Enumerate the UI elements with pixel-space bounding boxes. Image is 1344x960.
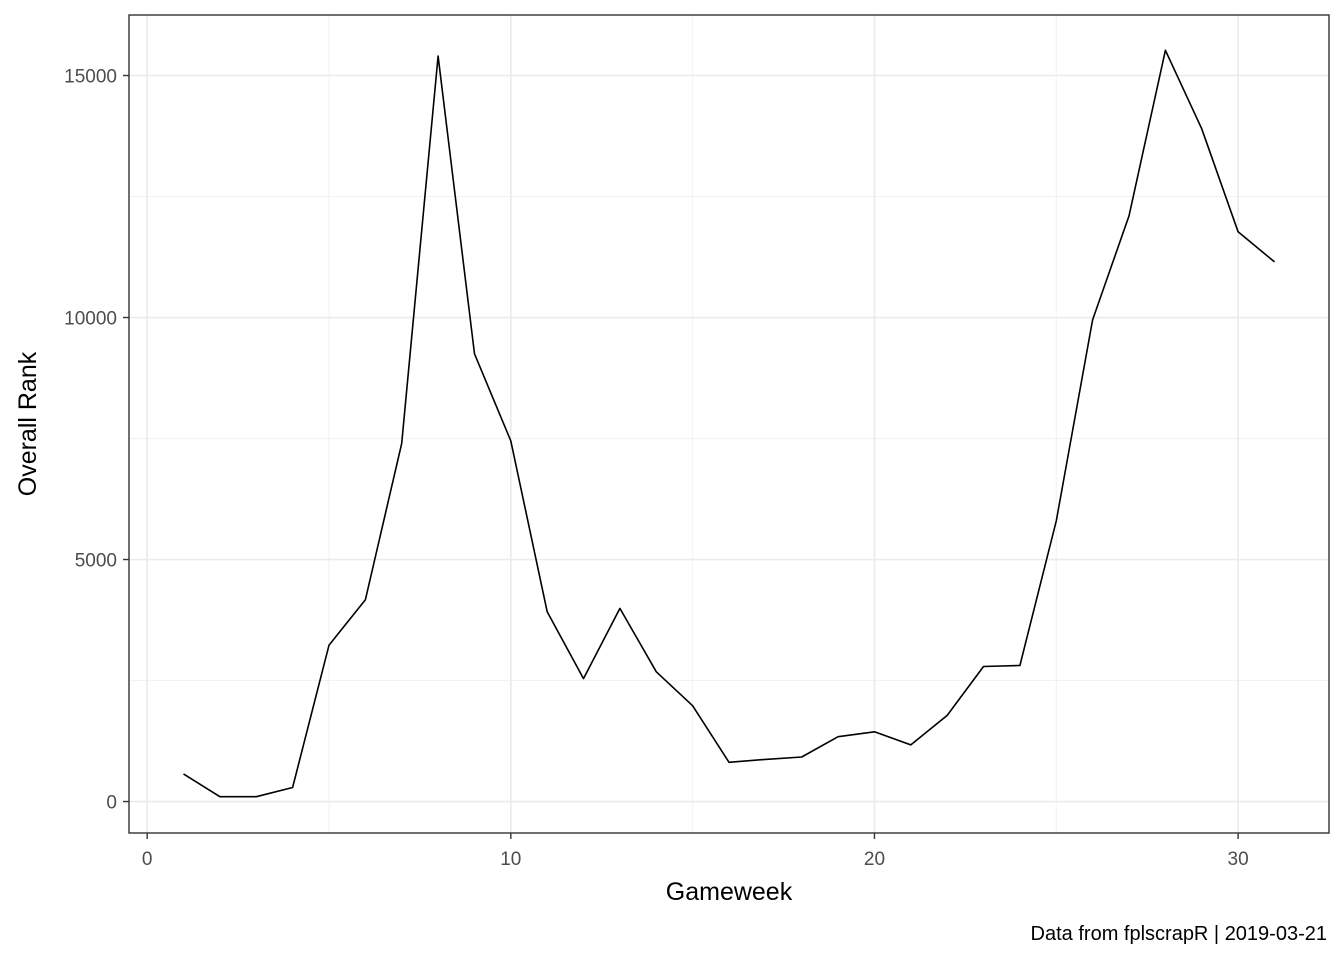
x-tick-label: 30	[1228, 849, 1249, 870]
minor-gridlines	[129, 15, 1329, 833]
series-layer	[183, 49, 1276, 798]
series-line	[183, 49, 1276, 798]
y-axis: 0 5000 10000 15000	[64, 67, 129, 814]
y-tick-label: 5000	[75, 551, 117, 572]
x-tick-label: 10	[500, 849, 521, 870]
caption: Data from fplscrapR | 2019-03-21	[1031, 923, 1327, 945]
y-tick-label: 0	[106, 793, 117, 814]
major-gridlines	[129, 15, 1329, 833]
y-axis-title: Overall Rank	[14, 351, 42, 496]
panel-border	[128, 14, 1330, 834]
x-axis: 0 10 20 30	[142, 833, 1249, 870]
x-tick-label: 20	[864, 849, 885, 870]
x-tick-label: 0	[142, 849, 153, 870]
x-axis-title: Gameweek	[666, 878, 793, 906]
y-tick-label: 15000	[64, 67, 117, 88]
y-tick-label: 10000	[64, 309, 117, 330]
